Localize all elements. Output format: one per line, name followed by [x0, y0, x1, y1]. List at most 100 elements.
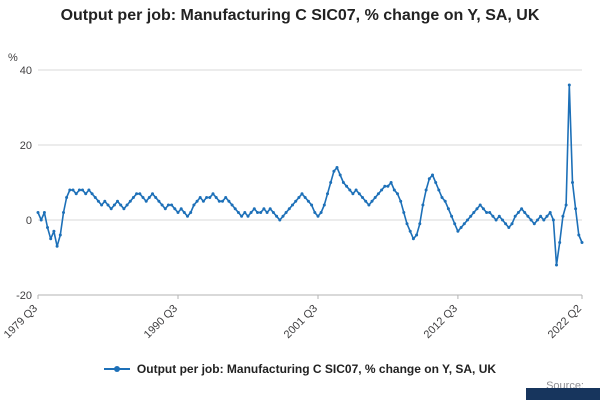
- series-point: [466, 218, 469, 222]
- series-point: [421, 203, 425, 207]
- legend-item[interactable]: Output per job: Manufacturing C SIC07, %…: [103, 362, 496, 376]
- series-point: [329, 181, 333, 184]
- series-point: [580, 241, 584, 244]
- series-point: [418, 222, 422, 226]
- series-point: [103, 199, 107, 203]
- series-point: [437, 188, 441, 192]
- series-point: [259, 211, 263, 214]
- series-point: [427, 177, 431, 181]
- series-point: [434, 181, 438, 184]
- series-point: [561, 214, 565, 218]
- series-point: [131, 196, 135, 199]
- series-point: [201, 199, 205, 203]
- series-point: [116, 199, 119, 203]
- series-point: [542, 218, 546, 222]
- series-point: [93, 196, 97, 199]
- series-point: [567, 83, 571, 87]
- series-point: [494, 218, 498, 222]
- series-point: [112, 203, 116, 207]
- series-point: [240, 214, 244, 218]
- series-point: [154, 196, 158, 199]
- series-point: [564, 203, 568, 207]
- series-point: [195, 199, 199, 203]
- series-point: [294, 199, 298, 203]
- series-point: [163, 207, 167, 211]
- series-point: [392, 188, 396, 192]
- y-tick-label: 20: [20, 140, 32, 152]
- series-point: [77, 188, 81, 192]
- series-point: [217, 199, 221, 203]
- series-point: [478, 203, 482, 207]
- series-point: [532, 222, 536, 226]
- series-point: [539, 214, 543, 218]
- series-point: [548, 211, 552, 214]
- series-point: [135, 192, 139, 196]
- series-point: [497, 214, 501, 218]
- series-point: [536, 218, 539, 222]
- series-point: [233, 207, 237, 211]
- series-point: [275, 214, 279, 218]
- series-point: [316, 214, 320, 218]
- series-point: [122, 207, 126, 211]
- series-point: [71, 188, 75, 192]
- series-point: [256, 211, 259, 214]
- series-point: [402, 211, 406, 214]
- series-point: [49, 237, 53, 241]
- series-point: [313, 211, 317, 214]
- y-axis-unit-label: %: [8, 52, 18, 64]
- series-point: [243, 211, 247, 214]
- series-point: [335, 166, 339, 169]
- series-point: [198, 196, 202, 199]
- series-point: [36, 211, 40, 214]
- series-point: [351, 192, 355, 196]
- series-point: [230, 203, 234, 207]
- series-point: [453, 222, 457, 226]
- legend: Output per job: Manufacturing C SIC07, %…: [0, 362, 600, 376]
- x-tick-label: 1979 Q3: [2, 303, 40, 341]
- series-point: [166, 203, 170, 207]
- series-point: [65, 196, 69, 199]
- series-point: [411, 237, 415, 241]
- series-point: [485, 211, 489, 214]
- series-point: [68, 188, 72, 192]
- series-point: [475, 207, 479, 211]
- series-point: [214, 196, 218, 199]
- series-point: [348, 188, 352, 192]
- series-point: [491, 214, 495, 218]
- series-point: [278, 218, 282, 222]
- series-point: [287, 207, 291, 211]
- series-point: [386, 184, 390, 188]
- series-point: [128, 199, 132, 203]
- ons-logo-block: [526, 388, 600, 400]
- series-point: [319, 211, 323, 214]
- series-point: [450, 214, 454, 218]
- series-point: [186, 214, 189, 218]
- series-point: [332, 169, 336, 173]
- series-point: [84, 192, 88, 196]
- series-point: [389, 181, 393, 184]
- series-point: [555, 263, 558, 267]
- series-point: [523, 211, 527, 214]
- series-point: [361, 196, 364, 199]
- series-point: [322, 203, 326, 207]
- series-point: [268, 207, 272, 211]
- series-point: [192, 203, 196, 207]
- series-point: [472, 211, 476, 214]
- series-point: [510, 222, 514, 226]
- y-tick-label: -20: [16, 290, 32, 302]
- series-point: [364, 199, 368, 203]
- series-point: [211, 192, 215, 196]
- series-point: [446, 207, 450, 211]
- series-point: [208, 196, 212, 199]
- y-tick-label: 40: [20, 65, 32, 77]
- series-point: [144, 199, 148, 203]
- series-point: [90, 192, 94, 196]
- series-point: [399, 199, 403, 203]
- x-tick-label: 2022 Q2: [546, 303, 584, 341]
- series-point: [138, 192, 142, 196]
- series-point: [501, 218, 504, 222]
- series-point: [176, 211, 180, 214]
- series-point: [380, 188, 384, 192]
- series-point: [440, 196, 444, 199]
